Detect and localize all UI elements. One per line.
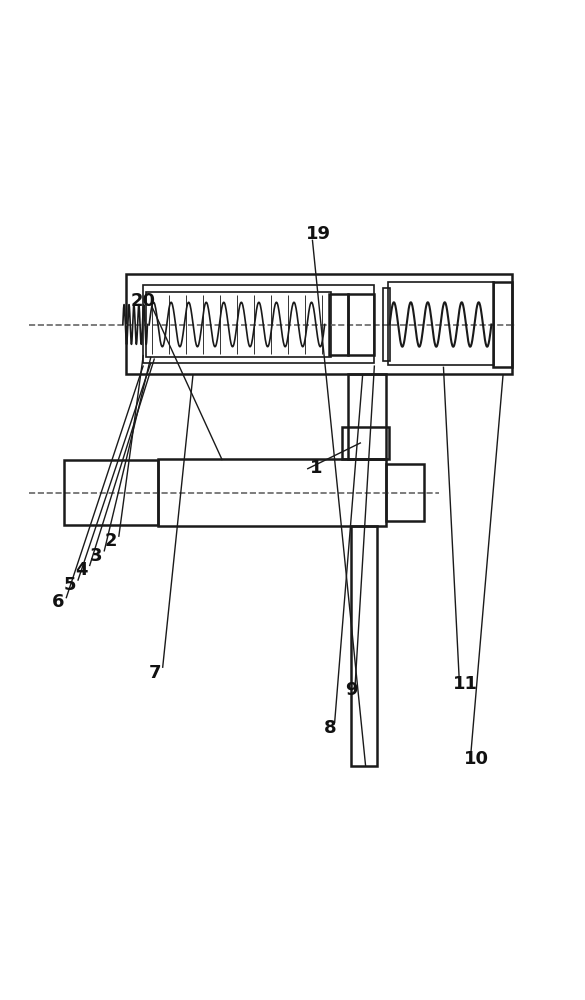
Bar: [351, 526, 377, 766]
Text: 7: 7: [149, 664, 161, 682]
Text: 19: 19: [307, 225, 331, 243]
Text: 1: 1: [309, 459, 322, 477]
Text: 20: 20: [131, 292, 156, 310]
Bar: [348, 294, 374, 355]
Bar: [329, 294, 348, 355]
Bar: [383, 288, 390, 361]
Text: 10: 10: [464, 750, 489, 768]
Bar: [493, 282, 512, 367]
Text: 4: 4: [75, 561, 88, 579]
Text: 3: 3: [90, 547, 103, 565]
Bar: [126, 274, 512, 374]
Text: 11: 11: [453, 675, 477, 693]
Text: 8: 8: [324, 719, 337, 737]
Text: 6: 6: [52, 593, 65, 611]
Text: 5: 5: [64, 576, 77, 594]
Bar: [143, 285, 374, 363]
Text: 2: 2: [105, 532, 118, 550]
Text: 9: 9: [345, 681, 357, 699]
Bar: [158, 459, 386, 526]
Bar: [386, 464, 424, 521]
Bar: [388, 282, 494, 365]
Bar: [348, 374, 386, 459]
Bar: [146, 292, 331, 357]
Bar: [342, 427, 389, 459]
Bar: [64, 460, 158, 525]
